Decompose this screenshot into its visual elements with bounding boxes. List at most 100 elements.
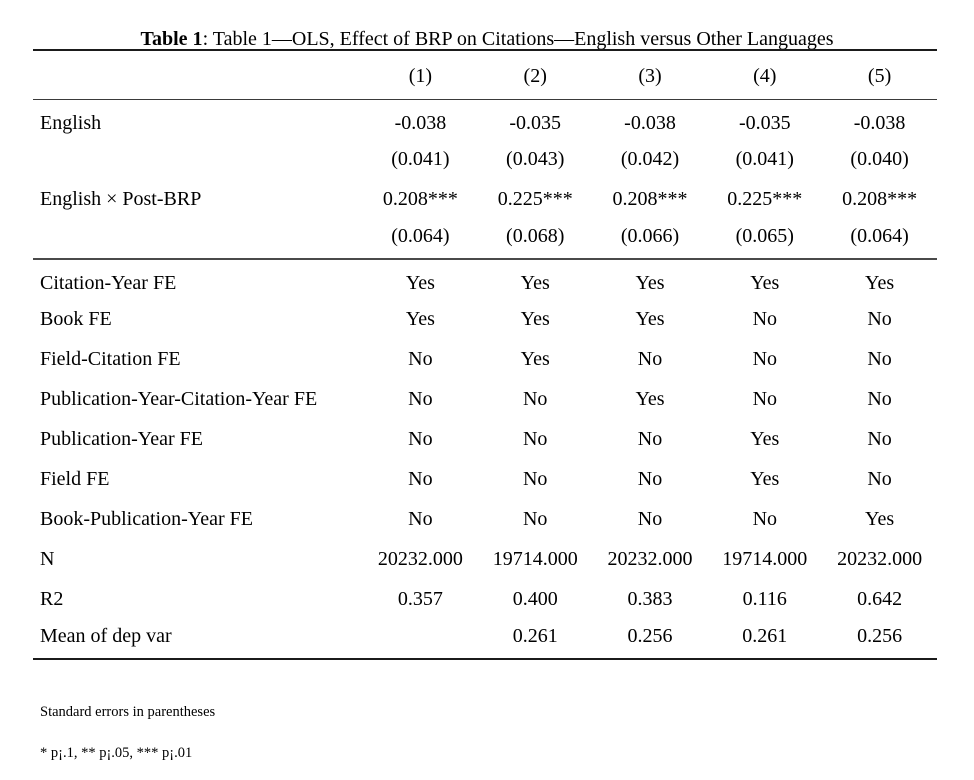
row-label: Book FE [40,307,112,330]
cell-value: No [637,347,663,370]
cell-value: 0.116 [742,587,787,610]
table-row: N 20232.000 19714.000 20232.000 19714.000 202… [33,539,937,579]
cell-value: (0.065) [735,224,794,247]
table-row: English × Post-BRP 0.208*** 0.225*** 0.208*… [33,179,937,219]
cell-value: No [752,387,778,410]
cell-value: (0.064) [850,224,909,247]
cell-value: No [752,307,778,330]
table-caption: Table 1: Table 1—OLS, Effect of BRP on C… [0,27,974,51]
cell-value: (0.043) [506,147,565,170]
cell-value: 19714.000 [492,547,578,570]
cell-value: 0.256 [627,625,673,647]
cell-value: No [637,507,663,530]
header-corner-cell [33,50,363,100]
table-row: Field FE No No No Yes No [33,459,937,499]
row-label [33,139,363,179]
row-label: English × Post-BRP [40,187,202,210]
cell-value [363,619,478,659]
cell-value: No [408,387,433,410]
table-row: Publication-Year FE No No No Yes No [33,419,937,459]
cell-value: No [637,467,663,490]
cell-value: Yes [750,467,780,490]
table-caption-number: Table 1 [140,28,203,50]
cell-value: (0.040) [850,147,909,170]
cell-value: No [408,507,433,530]
note-standard-errors: Standard errors in parentheses [40,704,216,720]
cell-value: -0.038 [394,112,447,135]
cell-value: 0.357 [397,587,443,610]
row-label [33,219,363,259]
cell-value: Yes [750,271,780,294]
cell-value: No [522,467,548,490]
cell-value: Yes [635,307,665,330]
cell-value: No [752,507,778,530]
row-label: Field-Citation FE [40,347,181,370]
table-row: Publication-Year-Citation-Year FE No No Yes… [33,379,937,419]
row-label: Publication-Year-Citation-Year FE [40,387,318,410]
row-label: N [40,547,55,570]
cell-value: -0.038 [624,112,676,135]
cell-value: No [867,347,892,370]
cell-value: 0.642 [857,587,903,610]
coefficients-section: English -0.038 -0.035 -0.038 -0.035 -0.038 (0.… [33,99,937,259]
row-label: R2 [40,587,64,610]
column-header: (4) [707,50,823,100]
header-row: (1) (2) (3) (4) (5) [33,50,937,100]
table-row: Field-Citation FE No Yes No No No [33,339,937,379]
table-row: Book FE Yes Yes Yes No No [33,299,937,339]
regression-table: (1) (2) (3) (4) (5) English -0.038 -0.035 -0.03… [33,49,937,660]
row-label: English [40,112,102,135]
cell-value: Yes [750,427,780,450]
cell-value: No [867,427,892,450]
cell-value: Yes [865,271,895,294]
cell-value: Yes [405,271,435,294]
table-notes: Standard errors in parentheses * p¡.1, *… [40,703,215,780]
cell-value: Yes [520,271,550,294]
table-row: English -0.038 -0.035 -0.038 -0.035 -0.038 [33,99,937,139]
cell-value: (0.064) [391,224,450,247]
cell-value: No [522,427,548,450]
table-row: Book-Publication-Year FE No No No No Yes [33,499,937,539]
cell-value: 20232.000 [377,547,463,570]
column-header: (1) [363,50,478,100]
table-row: (0.064) (0.068) (0.066) (0.065) (0.064) [33,219,937,259]
cell-value: Yes [635,387,665,410]
cell-value: No [867,307,892,330]
cell-value: -0.035 [509,112,562,135]
note-significance-levels: * p¡.1, ** p¡.05, *** p¡.01 [40,745,193,761]
table-row: Mean of dep var 0.261 0.256 0.261 0.256 [33,619,937,659]
cell-value: No [522,507,548,530]
stats-section: Citation-Year FE Yes Yes Yes Yes Yes Book FE Ye… [33,259,937,659]
cell-value: -0.038 [853,112,906,135]
cell-value: Yes [865,507,895,530]
cell-value: (0.041) [391,147,450,170]
cell-value: 0.208*** [842,187,918,210]
cell-value: (0.066) [620,224,680,247]
cell-value: No [867,467,892,490]
row-label: Citation-Year FE [40,271,177,294]
cell-value: No [752,347,778,370]
table-row: Citation-Year FE Yes Yes Yes Yes Yes [33,259,937,299]
cell-value: (0.042) [620,147,680,170]
cell-value: 0.261 [742,625,788,647]
cell-value: No [408,347,433,370]
column-header: (2) [477,50,593,100]
cell-value: 20232.000 [607,547,693,570]
cell-value: Yes [405,307,435,330]
cell-value: 0.256 [857,625,903,647]
row-label: Book-Publication-Year FE [40,507,253,530]
cell-value: No [867,387,892,410]
cell-value: No [637,427,663,450]
cell-value: -0.035 [738,112,791,135]
cell-value: Yes [635,271,665,294]
column-header: (3) [592,50,708,100]
cell-value: 0.208*** [612,187,688,210]
table-caption-title: : Table 1—OLS, Effect of BRP on Citation… [202,28,834,50]
cell-value: 0.225*** [727,187,803,210]
cell-value: (0.068) [506,224,565,247]
cell-value: 0.400 [512,587,558,610]
cell-value: No [522,387,548,410]
cell-value: 19714.000 [722,547,808,570]
table-row: (0.041) (0.043) (0.042) (0.041) (0.040) [33,139,937,179]
